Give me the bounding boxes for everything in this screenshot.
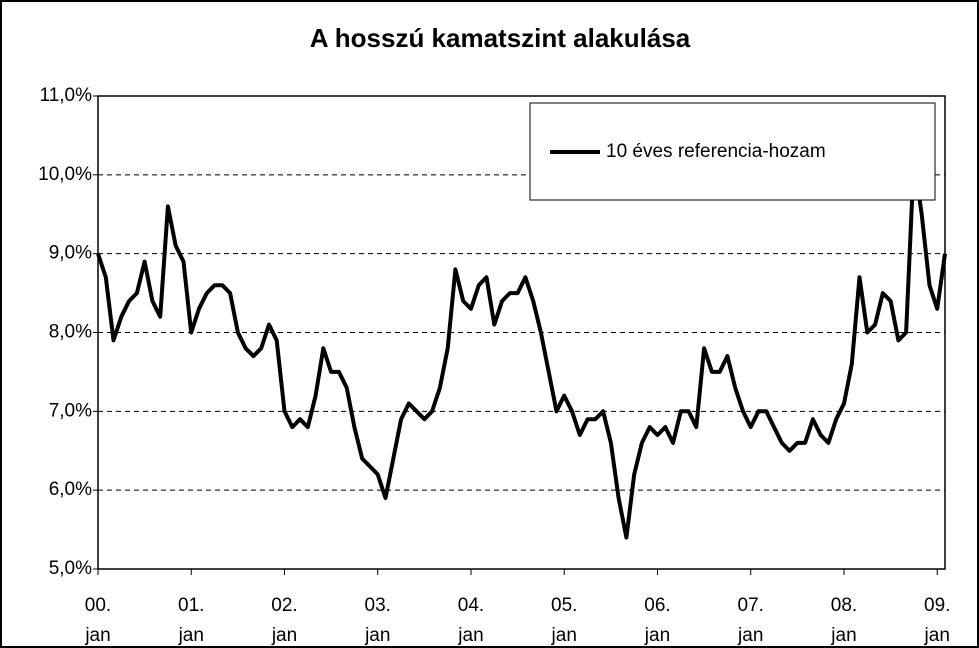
- y-tick-label: 5,0%: [49, 558, 92, 579]
- x-tick-label: jan: [551, 625, 577, 646]
- x-tick-label: 08.: [831, 595, 857, 616]
- x-tick-label: jan: [924, 625, 950, 646]
- x-tick-label: jan: [644, 625, 670, 646]
- x-tick-label: 07.: [738, 595, 764, 616]
- x-tick-label: 06.: [644, 595, 670, 616]
- x-tick-label: jan: [364, 625, 390, 646]
- x-tick-label: jan: [457, 625, 483, 646]
- chart-title: A hosszú kamatszint alakulása: [310, 23, 691, 53]
- x-tick-label: 01.: [178, 595, 204, 616]
- x-tick-label: 00.: [85, 595, 111, 616]
- y-tick-label: 6,0%: [49, 479, 92, 500]
- x-tick-label: jan: [271, 625, 297, 646]
- x-tick-label: jan: [178, 625, 204, 646]
- x-tick-label: 09.: [924, 595, 950, 616]
- x-tick-label: jan: [737, 625, 763, 646]
- x-tick-label: jan: [84, 625, 110, 646]
- y-tick-label: 10,0%: [38, 164, 92, 185]
- y-tick-label: 11,0%: [40, 85, 93, 106]
- x-tick-label: 03.: [365, 595, 391, 616]
- y-tick-label: 8,0%: [49, 322, 92, 343]
- x-tick-label: 02.: [271, 595, 297, 616]
- legend-label: 10 éves referencia-hozam: [606, 141, 826, 162]
- y-tick-label: 9,0%: [49, 243, 92, 264]
- x-tick-label: 04.: [458, 595, 484, 616]
- x-tick-label: 05.: [551, 595, 577, 616]
- x-tick-label: jan: [830, 625, 856, 646]
- line-series: [96, 157, 947, 540]
- y-tick-label: 7,0%: [49, 400, 92, 421]
